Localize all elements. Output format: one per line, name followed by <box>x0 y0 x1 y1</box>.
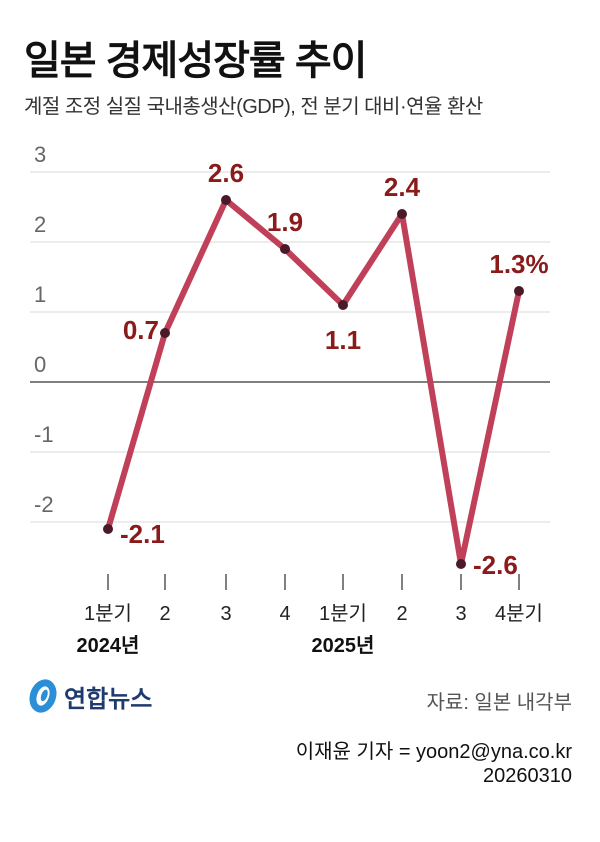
y-tick-label: -2 <box>34 492 54 517</box>
data-point <box>103 524 113 534</box>
data-label: 0.7 <box>123 315 159 345</box>
y-tick-label: 2 <box>34 212 46 237</box>
subtitle: 계절 조정 실질 국내총생산(GDP), 전 분기 대비·연율 환산 <box>24 96 483 118</box>
data-point <box>338 300 348 310</box>
x-tick-label: 2 <box>159 603 170 625</box>
data-point <box>160 328 170 338</box>
source-note: 자료: 일본 내각부 <box>426 692 572 714</box>
x-tick-label: 3 <box>455 603 466 625</box>
data-label: 2.6 <box>208 158 244 188</box>
y-tick-label: 3 <box>34 142 46 167</box>
x-tick-label: 1분기 <box>84 602 132 625</box>
x-tick-label: 4 <box>279 603 290 625</box>
logo-text: 연합뉴스 <box>64 685 153 713</box>
data-point <box>221 195 231 205</box>
y-tick-label: 0 <box>34 352 46 377</box>
yonhap-logo: 연합뉴스 <box>26 676 152 716</box>
data-label: 2.4 <box>384 172 421 202</box>
page-title: 일본 경제성장률 추이 <box>24 39 367 83</box>
year-label: 2024년 <box>77 634 140 657</box>
data-label: 1.9 <box>267 207 303 237</box>
data-label: -2.6 <box>473 550 518 580</box>
data-point <box>280 244 290 254</box>
yonhap-logo-icon <box>29 679 57 713</box>
data-label: 1.1 <box>325 325 361 355</box>
x-tick-label: 1분기 <box>319 602 367 625</box>
x-tick-label: 3 <box>220 603 231 625</box>
credit: 이재윤 기자 = yoon2@yna.co.kr 20260310 <box>296 740 572 788</box>
reporter-credit: 이재윤 기자 = yoon2@yna.co.kr <box>295 741 572 763</box>
data-point <box>397 209 407 219</box>
data-point <box>514 286 524 296</box>
data-label: 1.3% <box>489 249 548 279</box>
y-tick-label: -1 <box>34 422 54 447</box>
y-tick-label: 1 <box>34 282 46 307</box>
data-point <box>456 559 466 569</box>
series-line <box>105 197 522 567</box>
year-label: 2025년 <box>312 634 375 657</box>
date-stamp: 20260310 <box>483 765 572 787</box>
data-label: -2.1 <box>120 519 165 549</box>
x-tick-label: 4분기 <box>495 602 543 625</box>
x-tick-label: 2 <box>396 603 407 625</box>
